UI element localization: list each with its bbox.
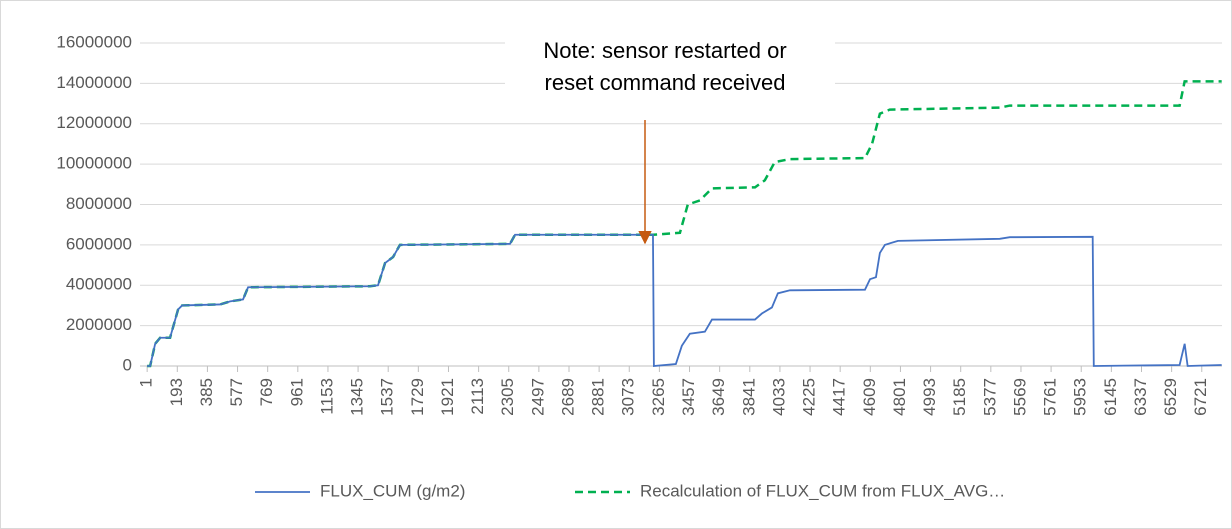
x-tick-label: 769 [257, 378, 276, 406]
y-tick-label: 8000000 [66, 194, 132, 213]
x-tick-label: 3073 [619, 378, 638, 416]
x-tick-label: 1921 [438, 378, 457, 416]
x-tick-label: 577 [227, 378, 246, 406]
x-tick-label: 3649 [709, 378, 728, 416]
x-tick-label: 3841 [739, 378, 758, 416]
x-tick-label: 1 [137, 378, 156, 387]
x-tick-label: 4417 [830, 378, 849, 416]
y-tick-label: 4000000 [66, 275, 132, 294]
annotation: Note: sensor restarted or [543, 38, 786, 63]
x-tick-label: 4801 [890, 378, 909, 416]
x-tick-label: 385 [197, 378, 216, 406]
x-tick-label: 2113 [468, 378, 487, 415]
y-tick-label: 10000000 [56, 154, 132, 173]
y-tick-label: 6000000 [66, 234, 132, 253]
y-tick-label: 16000000 [56, 32, 132, 51]
x-tick-label: 5953 [1071, 378, 1090, 416]
x-tick-label: 1153 [317, 378, 336, 415]
legend-label: Recalculation of FLUX_CUM from FLUX_AVG… [640, 481, 1005, 500]
x-tick-label: 193 [167, 378, 186, 406]
x-tick-label: 2305 [498, 378, 517, 416]
x-tick-label: 2497 [528, 378, 547, 416]
y-tick-label: 2000000 [66, 315, 132, 334]
x-tick-label: 2881 [589, 378, 608, 416]
x-tick-label: 5761 [1041, 378, 1060, 416]
x-tick-label: 4609 [860, 378, 879, 416]
x-tick-label: 4225 [800, 378, 819, 416]
series-line [147, 80, 1222, 368]
x-tick-label: 5569 [1010, 378, 1029, 416]
x-tick-label: 1729 [408, 378, 427, 416]
y-tick-label: 14000000 [56, 73, 132, 92]
x-tick-label: 5185 [950, 378, 969, 416]
x-tick-label: 4033 [769, 378, 788, 416]
x-tick-label: 4993 [920, 378, 939, 416]
legend-label: FLUX_CUM (g/m2) [320, 481, 465, 500]
x-tick-label: 6337 [1131, 378, 1150, 416]
x-tick-label: 3457 [679, 378, 698, 416]
series-line [147, 233, 1222, 367]
y-tick-label: 12000000 [56, 113, 132, 132]
x-tick-label: 6721 [1191, 378, 1210, 416]
x-tick-label: 961 [287, 378, 306, 406]
x-tick-label: 6145 [1101, 378, 1120, 416]
y-tick-label: 0 [123, 355, 132, 374]
x-tick-label: 3265 [649, 378, 668, 416]
annotation-bg [505, 30, 835, 110]
x-tick-label: 5377 [980, 378, 999, 416]
x-tick-label: 1345 [348, 378, 367, 416]
annotation: reset command received [545, 70, 786, 95]
x-tick-label: 1537 [378, 378, 397, 416]
x-tick-label: 2689 [558, 378, 577, 416]
x-tick-label: 6529 [1161, 378, 1180, 416]
